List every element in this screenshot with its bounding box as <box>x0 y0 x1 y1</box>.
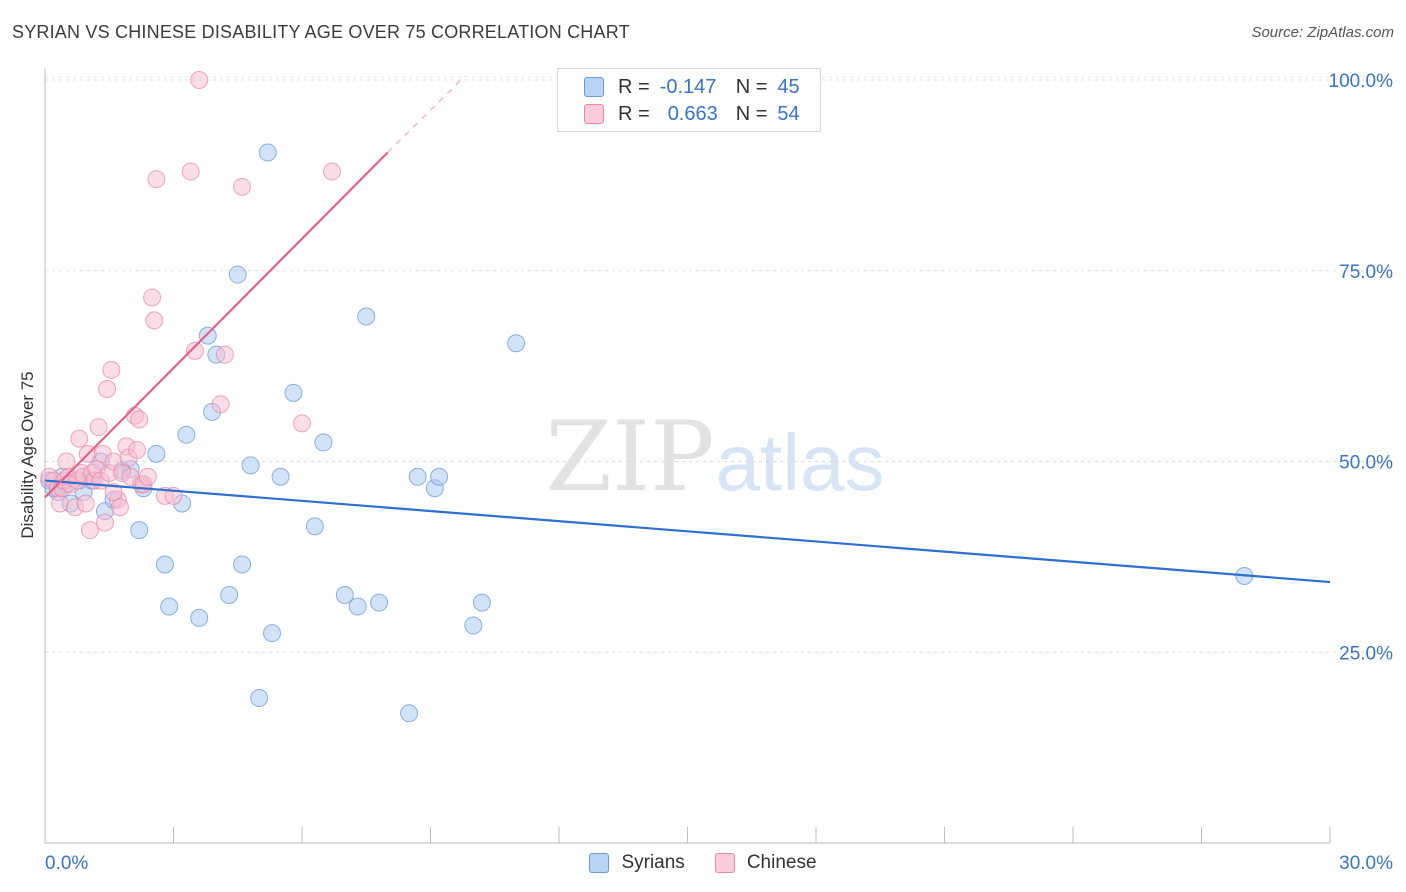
legend-label-syrians: Syrians <box>621 852 685 873</box>
syrians-point <box>357 307 376 326</box>
chinese-point <box>57 452 76 471</box>
syrians-point <box>160 597 179 616</box>
chinese-point <box>80 521 99 540</box>
syrians-point <box>241 456 260 475</box>
chinese-point <box>322 162 341 181</box>
syrians-point <box>314 433 333 452</box>
tick-labels: 25.0% 50.0% 75.0% 100.0% 0.0% 30.0% <box>45 71 1393 874</box>
syrians-point <box>348 597 367 616</box>
legend-label-chinese: Chinese <box>746 852 817 873</box>
chinese-point <box>190 71 209 89</box>
axes <box>44 68 1331 844</box>
chinese-point <box>76 494 95 513</box>
syrians-point <box>130 521 149 540</box>
syrians-point <box>472 593 491 612</box>
chinese-point <box>95 513 114 532</box>
source-label: Source: ZipAtlas.com <box>1251 24 1394 41</box>
legend-item-syrians[interactable]: Syrians <box>589 852 685 874</box>
chinese-r-value: 0.663 <box>667 102 718 125</box>
syrians-point <box>233 555 252 574</box>
chinese-point <box>143 288 162 307</box>
chinese-point <box>110 498 129 517</box>
chinese-trend-line <box>44 151 389 499</box>
legend-row-syrians: R = -0.147 N = 45 <box>584 74 800 100</box>
syrians-point <box>271 467 290 486</box>
syrians-point <box>190 608 209 627</box>
syrians-swatch <box>584 77 604 97</box>
syrians-point <box>370 593 389 612</box>
syrians-point <box>284 383 303 402</box>
chinese-point <box>130 410 149 429</box>
watermark-atlas: atlas <box>716 418 885 507</box>
chinese-point <box>185 341 204 360</box>
chinese-point <box>98 380 117 399</box>
syrians-point <box>400 704 419 723</box>
syrians-r-value: -0.147 <box>659 75 717 98</box>
n-label: N = <box>735 102 768 125</box>
chinese-point <box>145 311 164 330</box>
chart-title: SYRIAN VS CHINESE DISABILITY AGE OVER 75… <box>12 22 630 42</box>
chinese-point <box>211 395 230 414</box>
chinese-point <box>293 414 311 433</box>
syrians-point <box>258 143 277 162</box>
series-legend: Syrians Chinese <box>0 852 1406 874</box>
data-points <box>40 71 1254 723</box>
syrians-point <box>408 467 427 486</box>
x-tick-label-min: 0.0% <box>45 853 88 874</box>
chinese-n-value: 54 <box>777 102 800 125</box>
chinese-point <box>50 494 69 513</box>
y-tick-label: 25.0% <box>1339 643 1393 664</box>
syrians-point <box>177 425 196 444</box>
n-label: N = <box>735 75 768 98</box>
chinese-swatch <box>584 104 604 124</box>
y-tick-label: 75.0% <box>1339 262 1393 283</box>
chinese-trend-extension <box>387 75 466 153</box>
chinese-swatch <box>714 853 735 873</box>
syrians-point <box>305 517 324 536</box>
syrians-point <box>220 586 239 605</box>
legend-row-chinese: R = 0.663 N = 54 <box>584 101 800 127</box>
chinese-point <box>233 177 252 196</box>
syrians-point <box>507 334 526 353</box>
syrians-point <box>198 326 217 345</box>
watermark-zip: ZIP <box>545 401 714 513</box>
r-label: R = <box>618 102 650 125</box>
chinese-point <box>138 467 157 486</box>
syrians-point <box>155 555 174 574</box>
syrians-point <box>147 444 166 463</box>
syrians-point <box>263 624 282 643</box>
y-tick-label: 50.0% <box>1339 453 1393 474</box>
syrians-point <box>250 689 269 708</box>
chinese-point <box>147 170 166 189</box>
x-tick-label-max: 30.0% <box>1339 853 1393 874</box>
chinese-point <box>128 441 147 460</box>
syrians-swatch <box>589 853 610 873</box>
syrians-point <box>335 586 354 605</box>
chinese-point <box>102 360 121 379</box>
chinese-point <box>181 162 200 181</box>
syrians-point <box>228 265 247 284</box>
chinese-point <box>70 429 89 448</box>
chinese-point <box>89 418 108 437</box>
chinese-point <box>104 483 123 502</box>
legend-item-chinese[interactable]: Chinese <box>714 852 817 874</box>
syrians-n-value: 45 <box>777 75 800 98</box>
syrians-point <box>464 616 483 635</box>
trend-lines <box>44 75 1331 584</box>
watermark: ZIP atlas <box>545 401 884 513</box>
chinese-point <box>215 345 234 364</box>
y-tick-label: 100.0% <box>1329 71 1394 92</box>
syrians-trend-line <box>44 479 1331 584</box>
correlation-legend: R = -0.147 N = 45 R = 0.663 N = 54 <box>557 68 821 132</box>
r-label: R = <box>618 75 650 98</box>
syrians-point <box>430 467 449 486</box>
